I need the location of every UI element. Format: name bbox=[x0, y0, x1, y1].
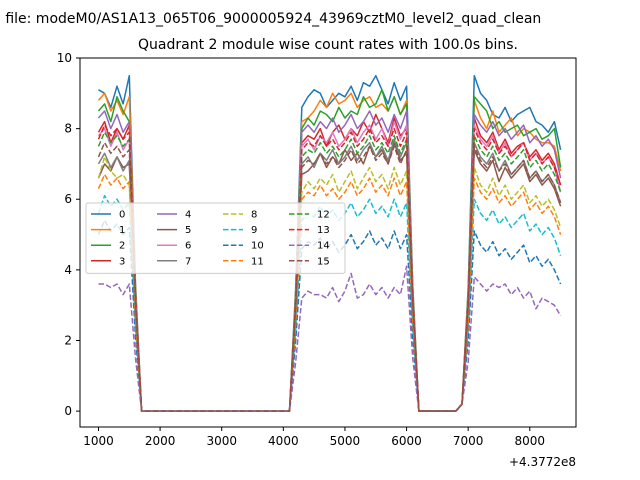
legend-label-10: 10 bbox=[251, 241, 264, 252]
y-tick-label: 8 bbox=[64, 122, 72, 136]
x-tick-label: 1000 bbox=[83, 434, 114, 448]
legend-label-3: 3 bbox=[119, 256, 125, 267]
legend-label-5: 5 bbox=[185, 225, 191, 236]
legend-label-11: 11 bbox=[251, 256, 264, 267]
series-layer bbox=[97, 74, 562, 412]
x-tick-label: 4000 bbox=[268, 434, 299, 448]
legend-label-9: 9 bbox=[251, 225, 257, 236]
chart-title: Quadrant 2 module wise count rates with … bbox=[138, 37, 518, 53]
legend-label-0: 0 bbox=[119, 210, 125, 221]
plot-frame bbox=[79, 57, 577, 428]
legend-label-8: 8 bbox=[251, 210, 257, 221]
x-tick-label: 3000 bbox=[206, 434, 237, 448]
y-tick-label: 0 bbox=[64, 404, 72, 418]
y-tick-label: 6 bbox=[64, 192, 72, 206]
x-axis: 1000 2000 3000 4000 5000 6000 7000 8000 bbox=[83, 427, 545, 448]
legend-frame bbox=[85, 202, 346, 274]
legend-label-2: 2 bbox=[119, 241, 125, 252]
legend-label-15: 15 bbox=[317, 256, 330, 267]
series-line-15 bbox=[97, 141, 562, 412]
y-tick-label: 10 bbox=[57, 51, 72, 65]
x-offset-label: +4.3772e8 bbox=[509, 455, 576, 469]
series-line-14 bbox=[98, 265, 562, 412]
legend-label-1: 1 bbox=[119, 225, 125, 236]
x-tick-label: 7000 bbox=[453, 434, 484, 448]
legend-label-14: 14 bbox=[317, 241, 330, 252]
legend-label-13: 13 bbox=[317, 225, 330, 236]
legend-label-7: 7 bbox=[185, 256, 191, 267]
x-tick-label: 2000 bbox=[145, 434, 176, 448]
x-tick-label: 6000 bbox=[391, 434, 422, 448]
y-tick-label: 2 bbox=[64, 333, 72, 347]
legend-label-4: 4 bbox=[185, 210, 191, 221]
figure-suptitle: n file: modeM0/AS1A13_065T06_9000005924_… bbox=[0, 11, 541, 27]
y-tick-label: 4 bbox=[64, 263, 72, 277]
y-axis: 0 2 4 6 8 10 bbox=[57, 51, 80, 418]
legend-label-6: 6 bbox=[185, 241, 191, 252]
x-tick-label: 5000 bbox=[330, 434, 361, 448]
x-tick-label: 8000 bbox=[515, 434, 546, 448]
legend-label-12: 12 bbox=[317, 210, 330, 221]
